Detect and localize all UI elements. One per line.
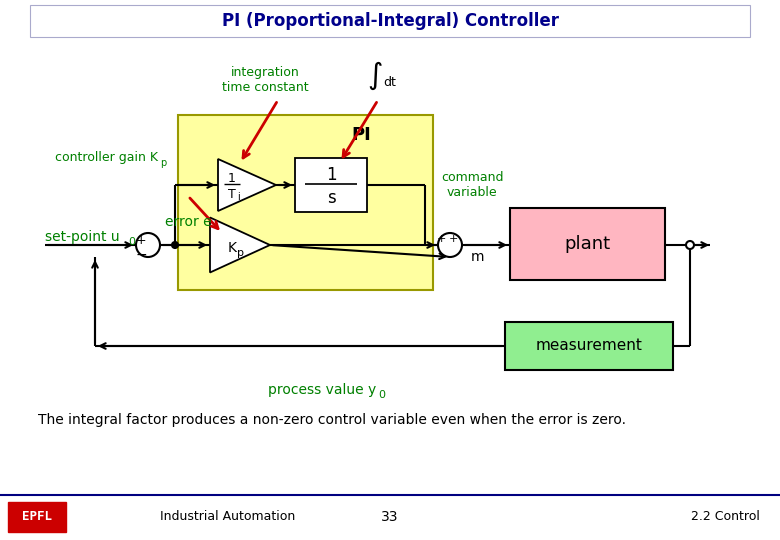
Text: plant: plant — [565, 235, 611, 253]
Text: dt: dt — [384, 76, 396, 89]
Text: 2.2 Control: 2.2 Control — [691, 510, 760, 523]
Text: −: − — [135, 248, 147, 262]
Text: measurement: measurement — [536, 339, 643, 354]
Text: command
variable: command variable — [441, 171, 503, 199]
Text: 1: 1 — [326, 166, 336, 184]
Text: The integral factor produces a non-zero control variable even when the error is : The integral factor produces a non-zero … — [38, 413, 626, 427]
Text: Industrial Automation: Industrial Automation — [160, 510, 296, 523]
Text: controller gain K: controller gain K — [55, 152, 158, 165]
Circle shape — [686, 241, 694, 249]
Polygon shape — [218, 159, 276, 211]
Text: T: T — [228, 187, 236, 200]
Bar — [295, 158, 367, 212]
Bar — [30, 5, 750, 37]
Text: s: s — [327, 189, 335, 207]
Text: +: + — [136, 234, 147, 247]
Text: +: + — [436, 234, 445, 244]
Circle shape — [136, 233, 160, 257]
Text: i: i — [236, 192, 239, 202]
Text: process value y: process value y — [268, 383, 376, 397]
Text: error e: error e — [165, 215, 211, 229]
Text: 1: 1 — [228, 172, 236, 185]
Text: integration
time constant: integration time constant — [222, 66, 308, 94]
Polygon shape — [210, 218, 270, 273]
Text: 0: 0 — [128, 237, 135, 247]
Text: K: K — [228, 241, 236, 255]
Text: p: p — [160, 158, 166, 168]
Text: m: m — [471, 250, 484, 264]
Bar — [8, 502, 66, 532]
Text: PI: PI — [352, 126, 371, 144]
Bar — [510, 208, 665, 280]
Text: $\int$: $\int$ — [367, 60, 383, 92]
Bar — [178, 115, 433, 290]
Text: +: + — [448, 234, 458, 244]
Text: EPFL: EPFL — [22, 510, 52, 523]
Text: PI (Proportional-Integral) Controller: PI (Proportional-Integral) Controller — [222, 12, 558, 30]
Circle shape — [438, 233, 462, 257]
Circle shape — [172, 242, 178, 248]
Text: 0: 0 — [378, 390, 385, 400]
Bar — [505, 322, 673, 370]
Text: 33: 33 — [381, 510, 399, 524]
Text: p: p — [237, 248, 244, 258]
Text: set-point u: set-point u — [45, 230, 119, 244]
